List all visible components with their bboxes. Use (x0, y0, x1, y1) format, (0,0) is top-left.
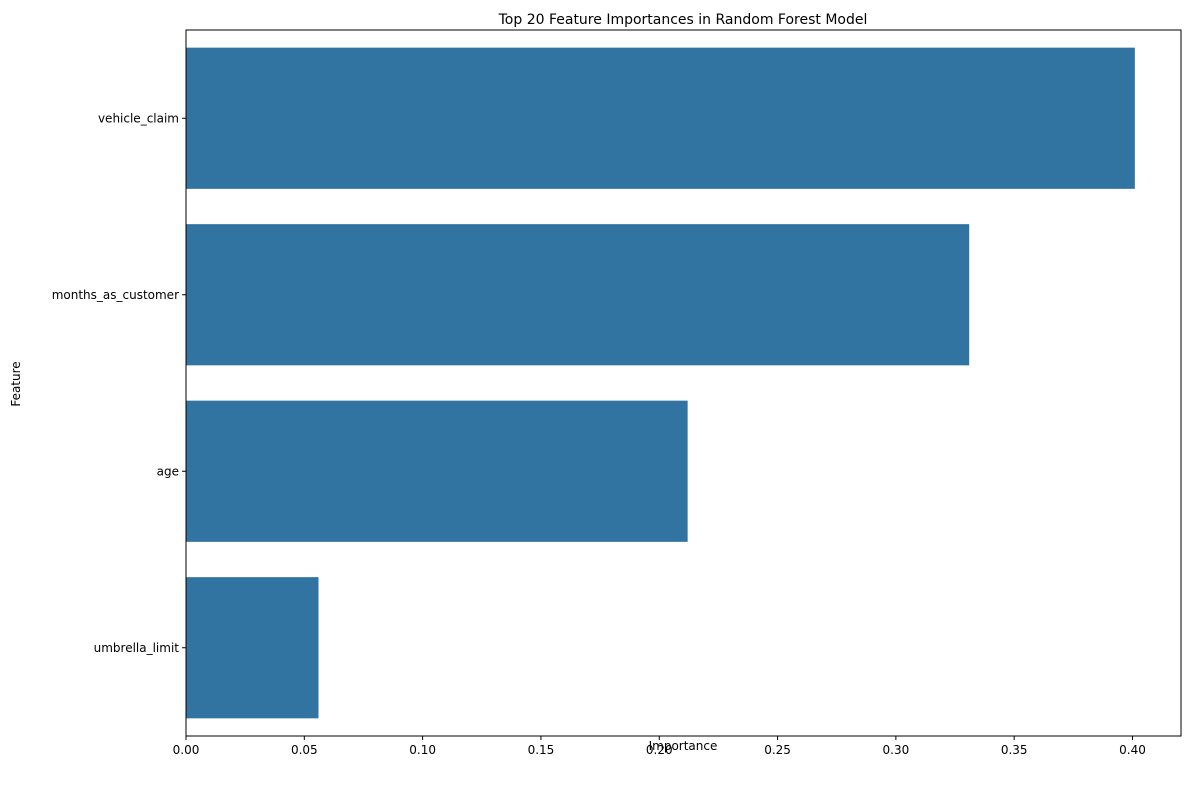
x-tick-label: 0.35 (1001, 743, 1028, 757)
axes-layer (185, 29, 1182, 737)
bar-vehicle-claim (186, 47, 1135, 189)
bar-umbrella-limit (186, 577, 319, 719)
x-tick-label: 0.05 (291, 743, 318, 757)
y-tick-label: age (157, 464, 179, 478)
x-tick-label: 0.00 (173, 743, 200, 757)
bar-months-as-customer (186, 224, 970, 366)
x-axis-title: Importance (649, 739, 718, 753)
y-tick-label: months_as_customer (52, 288, 179, 302)
x-tick-label: 0.30 (883, 743, 910, 757)
plot-frame (185, 29, 1182, 737)
x-tick-label: 0.20 (646, 743, 673, 757)
y-tick-label: vehicle_claim (98, 111, 179, 125)
bars-layer (186, 47, 1135, 719)
x-tick-label: 0.10 (409, 743, 436, 757)
bar-age (186, 400, 688, 542)
chart-title: Top 20 Feature Importances in Random For… (498, 12, 868, 28)
x-tick-label: 0.40 (1119, 743, 1146, 757)
x-tick-label: 0.25 (764, 743, 791, 757)
y-axis-title: Feature (9, 361, 23, 406)
x-tick-label: 0.15 (528, 743, 555, 757)
y-tick-label: umbrella_limit (94, 641, 180, 655)
